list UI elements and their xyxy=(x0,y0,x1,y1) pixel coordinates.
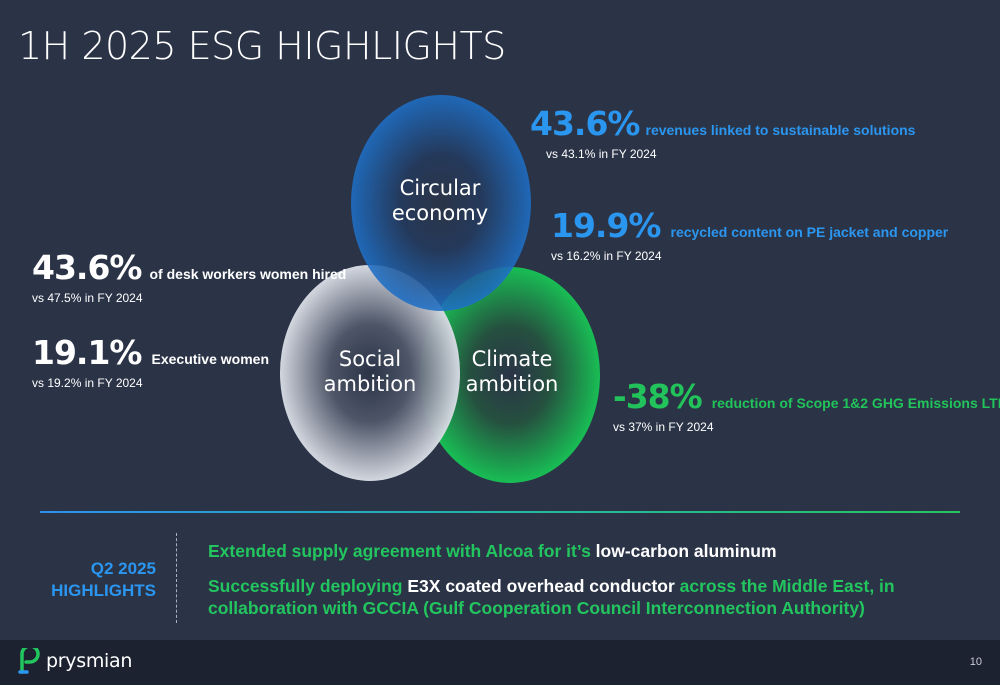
q2-line1: Q2 2025 xyxy=(90,559,156,578)
metric-value: 43.6% xyxy=(530,104,640,143)
q2-line2: HIGHLIGHTS xyxy=(51,581,156,600)
metric-sub: vs 16.2% in FY 2024 xyxy=(551,249,662,263)
highlight-emphasis: low-carbon aluminum xyxy=(595,541,777,561)
venn-diagram xyxy=(280,95,600,483)
highlight-e3x: Successfully deploying E3X coated overhe… xyxy=(208,575,968,619)
prysmian-logo: prysmian xyxy=(18,648,132,674)
metric-desc: recycled content on PE jacket and copper xyxy=(670,224,949,240)
climate-circle xyxy=(420,267,600,483)
social-ambition-label: Social ambition xyxy=(323,347,417,396)
metric-value: 19.1% xyxy=(32,333,142,372)
q2-highlights-label: Q2 2025 HIGHLIGHTS xyxy=(30,558,156,602)
circular-economy-label: Circular economy xyxy=(391,176,489,225)
metric-desc: revenues linked to sustainable solutions xyxy=(645,122,916,138)
metric-women-hired: 43.6% of desk workers women hired vs 47.5… xyxy=(32,248,346,305)
highlight-alcoa: Extended supply agreement with Alcoa for… xyxy=(208,540,968,562)
metric-exec-women: 19.1% Executive women vs 19.2% in FY 2024 xyxy=(32,333,269,390)
dashed-separator xyxy=(176,533,177,623)
metric-sub: vs 19.2% in FY 2024 xyxy=(32,376,143,390)
metric-value: 43.6% xyxy=(32,248,142,287)
page-number: 10 xyxy=(969,656,982,668)
metric-sub: vs 47.5% in FY 2024 xyxy=(32,291,143,305)
social-circle xyxy=(280,265,460,481)
highlight-text: Successfully deploying xyxy=(208,576,408,596)
section-divider xyxy=(40,511,960,513)
metric-emissions: -38% reduction of Scope 1&2 GHG Emissions… xyxy=(613,377,1000,434)
metric-value: -38% xyxy=(613,377,703,416)
metric-sub: vs 43.1% in FY 2024 xyxy=(546,147,657,161)
prysmian-logo-icon xyxy=(18,648,40,674)
highlight-text-rest: across the Middle East, in collaboration… xyxy=(208,576,895,618)
metric-value: 19.9% xyxy=(551,206,661,245)
metric-desc: reduction of Scope 1&2 GHG Emissions LTM xyxy=(711,395,1000,411)
logo-text: prysmian xyxy=(46,650,133,672)
highlight-text: Extended supply agreement with Alcoa for… xyxy=(208,541,596,561)
highlight-emphasis: E3X coated overhead conductor xyxy=(407,576,675,596)
metric-recycled: 19.9% recycled content on PE jacket and c… xyxy=(551,206,948,263)
circular-circle xyxy=(351,95,531,311)
page-title: 1H 2025 ESG HIGHLIGHTS xyxy=(18,24,506,68)
footer-bar xyxy=(0,640,1000,685)
metric-desc: of desk workers women hired xyxy=(149,266,347,282)
metric-desc: Executive women xyxy=(151,351,270,367)
metric-sub: vs 37% in FY 2024 xyxy=(613,420,714,434)
metric-revenues: 43.6% revenues linked to sustainable solu… xyxy=(530,104,915,161)
climate-ambition-label: Climate ambition xyxy=(465,347,559,396)
